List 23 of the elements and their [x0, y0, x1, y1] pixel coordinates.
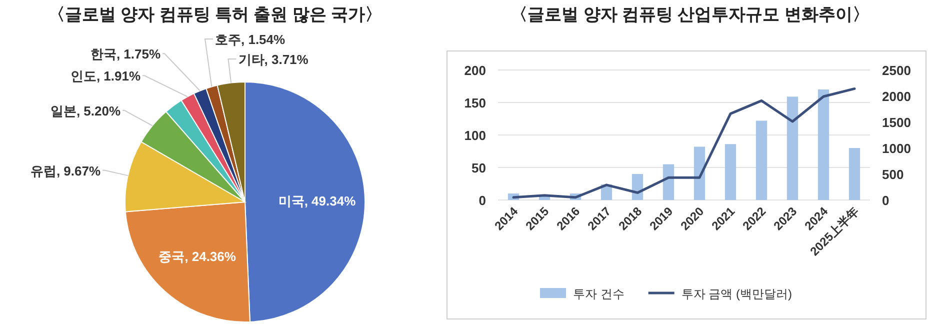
legend-label: 투자 금액 (백만달러)	[681, 287, 792, 301]
y-tick-label: 50	[472, 160, 486, 176]
y2-tick-label: 500	[882, 167, 904, 182]
slice-label: 중국, 24.36%	[158, 248, 236, 264]
y2-tick-label: 0	[882, 193, 890, 208]
slice-label: 미국, 49.34%	[278, 194, 356, 209]
slice-label: 호주, 1.54%	[215, 32, 286, 47]
slice-label: 기타, 3.71%	[238, 52, 309, 67]
y2-tick-label: 1000	[882, 141, 911, 156]
slice-label: 일본, 5.20%	[50, 103, 121, 118]
legend-label: 투자 건수	[573, 287, 624, 301]
y-tick-label: 100	[464, 128, 486, 143]
chart-title: 〈글로벌 양자 컴퓨팅 산업투자규모 변화추이〉	[510, 5, 870, 24]
y-tick-label: 200	[464, 63, 486, 78]
y-tick-label: 0	[478, 193, 486, 208]
y2-tick-label: 1500	[882, 115, 911, 130]
slice-label: 유럽, 9.67%	[30, 163, 101, 178]
y-tick-label: 150	[464, 96, 486, 110]
y2-tick-label: 2000	[882, 89, 911, 104]
y2-tick-label: 2500	[882, 63, 911, 78]
slice-label: 한국, 1.75%	[90, 46, 161, 62]
slice-label: 인도, 1.91%	[70, 68, 141, 84]
chart-title: 〈글로벌 양자 컴퓨팅 특허 출원 많은 국가〉	[48, 5, 382, 24]
